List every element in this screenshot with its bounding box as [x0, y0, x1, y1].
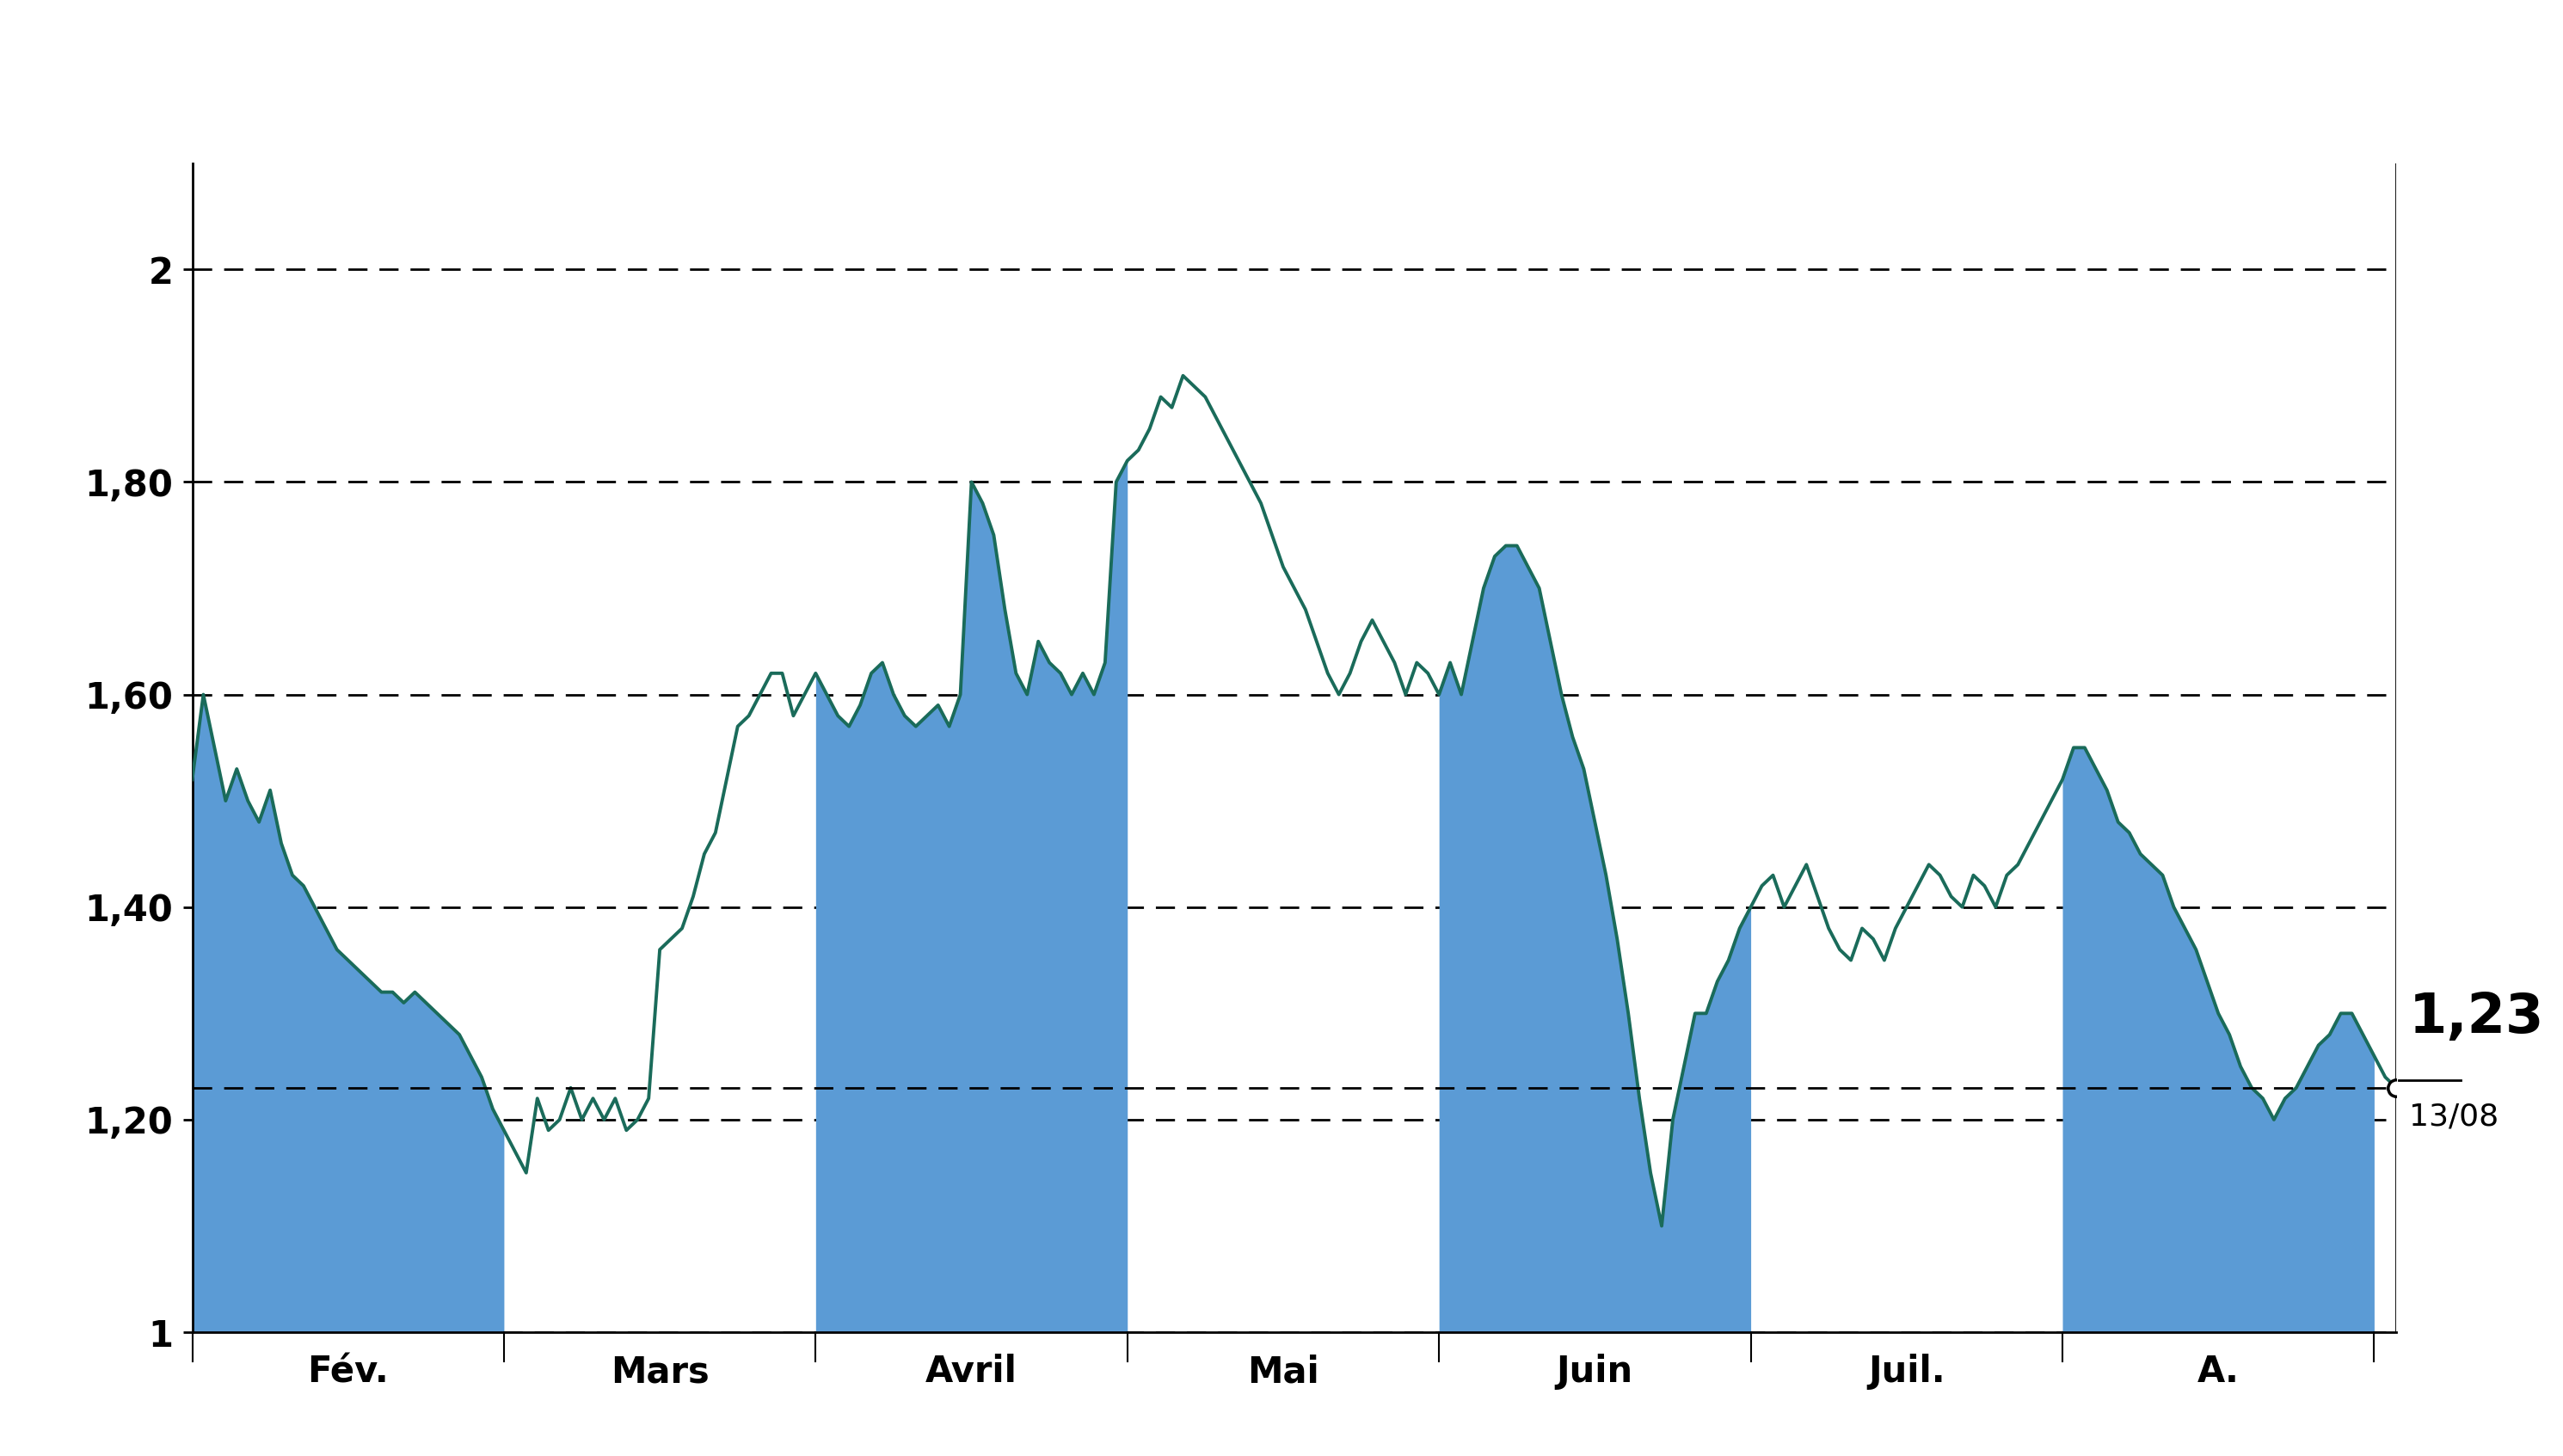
Text: 13/08: 13/08	[2409, 1102, 2499, 1131]
Text: 1,23: 1,23	[2409, 990, 2545, 1044]
Text: Singulus Technologies AG: Singulus Technologies AG	[661, 25, 1902, 109]
